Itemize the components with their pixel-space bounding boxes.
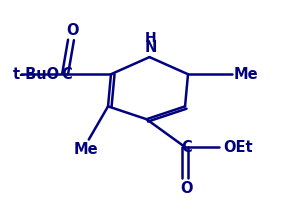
Text: OEt: OEt: [224, 140, 253, 155]
Text: Me: Me: [74, 142, 98, 157]
Text: Me: Me: [234, 67, 259, 82]
Text: H: H: [145, 31, 157, 45]
Text: N: N: [145, 40, 157, 55]
Text: C: C: [181, 140, 192, 155]
Text: t-BuO: t-BuO: [13, 67, 60, 82]
Text: O: O: [66, 23, 79, 38]
Text: C: C: [61, 67, 72, 82]
Text: O: O: [180, 181, 193, 196]
